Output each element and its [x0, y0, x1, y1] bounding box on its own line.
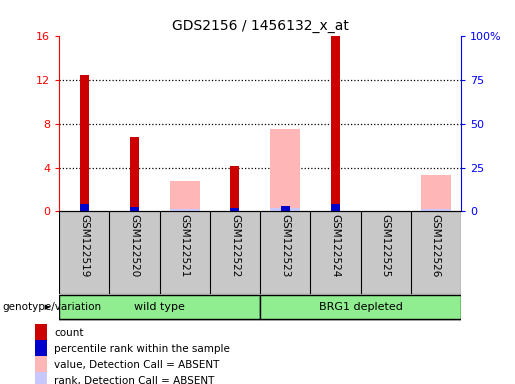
Bar [36, 340, 46, 358]
Bar [36, 372, 46, 384]
Bar [331, 36, 340, 211]
Bar [169, 209, 200, 211]
Bar [331, 204, 340, 211]
Text: GSM122519: GSM122519 [79, 214, 89, 277]
Text: rank, Detection Call = ABSENT: rank, Detection Call = ABSENT [54, 376, 214, 384]
Bar [281, 206, 290, 211]
Bar [230, 208, 239, 211]
Text: GSM122520: GSM122520 [130, 214, 140, 277]
Bar [169, 180, 200, 211]
Bar [80, 204, 89, 211]
Text: GSM122525: GSM122525 [381, 214, 390, 277]
Bar [421, 209, 451, 211]
Text: count: count [54, 328, 83, 338]
Bar [270, 129, 300, 211]
Text: value, Detection Call = ABSENT: value, Detection Call = ABSENT [54, 360, 219, 370]
Text: percentile rank within the sample: percentile rank within the sample [54, 344, 230, 354]
Bar [130, 207, 139, 211]
Bar [130, 137, 139, 211]
Bar [36, 324, 46, 341]
Bar [270, 209, 300, 211]
Text: GSM122521: GSM122521 [180, 214, 190, 277]
Text: GSM122522: GSM122522 [230, 214, 240, 277]
Bar [230, 166, 239, 211]
Text: genotype/variation: genotype/variation [3, 302, 101, 312]
Text: GSM122526: GSM122526 [431, 214, 441, 277]
Bar [80, 75, 89, 211]
Text: GSM122524: GSM122524 [331, 214, 340, 277]
Bar [59, 295, 260, 319]
Title: GDS2156 / 1456132_x_at: GDS2156 / 1456132_x_at [171, 19, 349, 33]
Text: wild type: wild type [134, 302, 185, 312]
Bar [36, 356, 46, 374]
Bar [260, 295, 461, 319]
Bar [421, 175, 451, 211]
Text: GSM122523: GSM122523 [280, 214, 290, 277]
Text: BRG1 depleted: BRG1 depleted [319, 302, 402, 312]
